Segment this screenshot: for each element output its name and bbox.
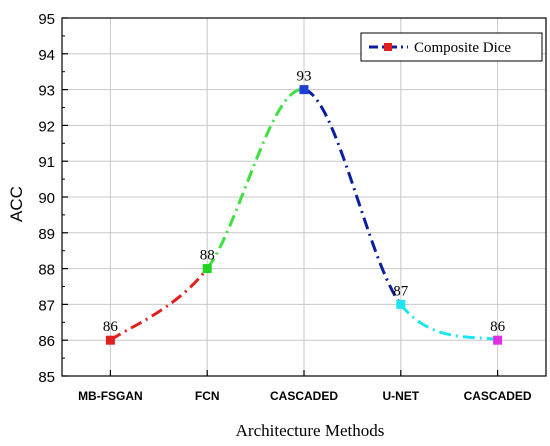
data-label: 88 <box>200 248 215 264</box>
data-label: 86 <box>103 319 119 335</box>
series-line-segment <box>206 88 305 270</box>
y-tick-label: 94 <box>38 47 55 64</box>
y-tick-label: 92 <box>38 118 55 135</box>
y-axis-label: ACC <box>7 186 26 222</box>
y-tick-label: 93 <box>38 83 55 100</box>
series-line-segment <box>109 267 209 342</box>
y-tick-label: 90 <box>38 190 55 207</box>
x-tick-label: CASCADED <box>270 389 338 403</box>
series-curve <box>109 88 499 342</box>
series-points <box>105 85 503 345</box>
y-tick-label: 87 <box>38 297 55 314</box>
legend-marker <box>384 43 392 51</box>
data-label: 86 <box>490 319 506 335</box>
x-tick-label: FCN <box>195 389 220 403</box>
data-point <box>396 299 406 309</box>
data-labels: 86 88 93 87 86 <box>103 69 506 336</box>
data-label: 93 <box>297 69 312 85</box>
legend: Composite Dice <box>360 32 543 62</box>
data-point <box>299 85 309 95</box>
x-axis-ticks: MB-FSGAN FCN CASCADED U-NET CASCADED <box>78 370 532 403</box>
y-tick-label: 85 <box>38 369 55 386</box>
x-tick-label: MB-FSGAN <box>78 389 143 403</box>
legend-label: Composite Dice <box>414 40 511 56</box>
y-tick-label: 95 <box>38 11 55 28</box>
y-tick-label: 88 <box>38 262 55 279</box>
y-tick-label: 91 <box>38 154 55 171</box>
x-tick-label: U-NET <box>382 389 419 403</box>
x-axis-label: Architecture Methods <box>236 421 385 440</box>
x-tick-label: CASCADED <box>464 389 532 403</box>
y-tick-label: 89 <box>38 226 55 243</box>
data-point <box>202 264 212 274</box>
y-axis-ticks: 85 86 87 88 89 90 91 92 93 94 95 <box>38 11 68 386</box>
data-point <box>105 335 115 345</box>
data-point <box>493 335 503 345</box>
y-tick-label: 86 <box>38 333 55 350</box>
series-line-segment <box>399 303 499 342</box>
data-label: 87 <box>393 283 409 299</box>
